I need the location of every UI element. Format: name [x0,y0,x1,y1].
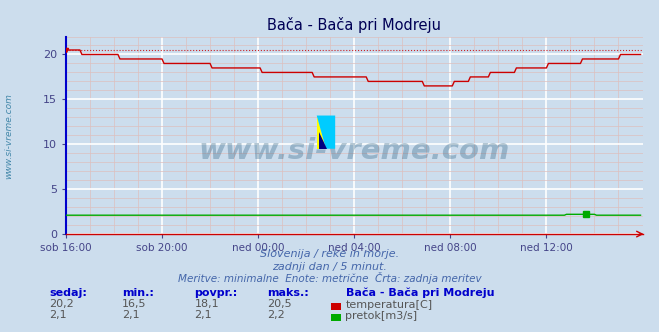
Text: zadnji dan / 5 minut.: zadnji dan / 5 minut. [272,262,387,272]
Text: min.:: min.: [122,288,154,298]
Text: maks.:: maks.: [267,288,308,298]
Text: Meritve: minimalne  Enote: metrične  Črta: zadnja meritev: Meritve: minimalne Enote: metrične Črta:… [178,272,481,284]
Text: 20,5: 20,5 [267,299,291,309]
Text: 2,1: 2,1 [122,310,140,320]
Text: 2,2: 2,2 [267,310,285,320]
Text: www.si-vreme.com: www.si-vreme.com [4,93,13,179]
Text: 20,2: 20,2 [49,299,74,309]
Text: 2,1: 2,1 [49,310,67,320]
Text: 2,1: 2,1 [194,310,212,320]
Text: sedaj:: sedaj: [49,288,87,298]
Text: Slovenija / reke in morje.: Slovenija / reke in morje. [260,249,399,259]
Text: Bača - Bača pri Modreju: Bača - Bača pri Modreju [346,288,494,298]
Text: povpr.:: povpr.: [194,288,238,298]
Text: 16,5: 16,5 [122,299,146,309]
Text: pretok[m3/s]: pretok[m3/s] [345,311,417,321]
Text: temperatura[C]: temperatura[C] [345,300,432,310]
Title: Bača - Bača pri Modreju: Bača - Bača pri Modreju [267,17,442,33]
Text: 18,1: 18,1 [194,299,219,309]
Text: www.si-vreme.com: www.si-vreme.com [198,137,510,165]
